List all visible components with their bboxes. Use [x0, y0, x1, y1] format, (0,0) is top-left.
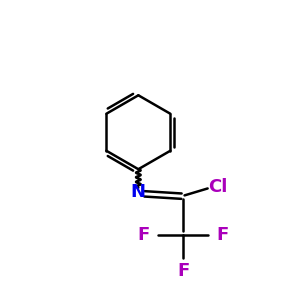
Text: F: F: [216, 226, 228, 244]
Text: Cl: Cl: [208, 178, 227, 196]
Text: F: F: [177, 262, 189, 280]
Text: F: F: [138, 226, 150, 244]
Text: N: N: [131, 183, 146, 201]
